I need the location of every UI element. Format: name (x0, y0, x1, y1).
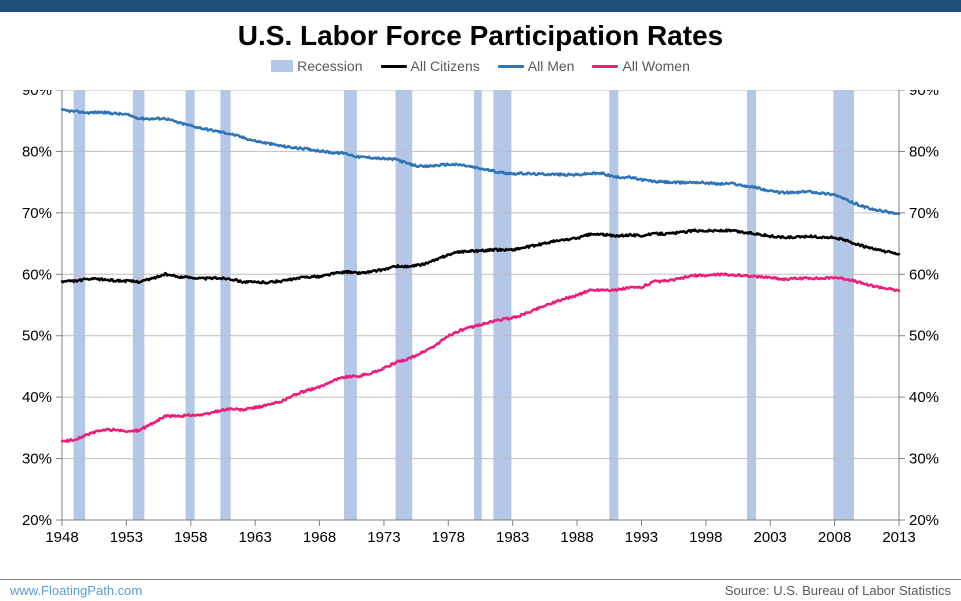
legend: Recession All Citizens All Men All Women (0, 58, 961, 74)
legend-item: All Men (498, 58, 575, 74)
svg-text:1953: 1953 (110, 529, 143, 546)
legend-swatch (498, 65, 524, 68)
svg-text:50%: 50% (909, 328, 939, 345)
legend-item: All Citizens (381, 58, 480, 74)
plot-area: 20% 20% 30% 30% 40% 40% 50% 50% 60% 60% 70% 70% 80% 8… (0, 90, 961, 560)
chart-title: U.S. Labor Force Participation Rates (0, 20, 961, 52)
svg-text:70%: 70% (909, 205, 939, 222)
footer-source: Source: U.S. Bureau of Labor Statistics (725, 583, 951, 598)
legend-swatch (271, 60, 293, 72)
svg-text:1948: 1948 (45, 529, 78, 546)
svg-text:90%: 90% (22, 90, 52, 99)
svg-text:90%: 90% (909, 90, 939, 99)
svg-text:60%: 60% (909, 266, 939, 283)
svg-text:80%: 80% (22, 143, 52, 160)
svg-text:2013: 2013 (882, 529, 915, 546)
legend-label: All Citizens (411, 58, 480, 74)
svg-text:1998: 1998 (689, 529, 722, 546)
svg-text:60%: 60% (22, 266, 52, 283)
svg-text:50%: 50% (22, 328, 52, 345)
legend-swatch (381, 65, 407, 68)
svg-text:40%: 40% (22, 389, 52, 406)
legend-label: All Men (528, 58, 575, 74)
legend-label: All Women (622, 58, 689, 74)
svg-text:2008: 2008 (818, 529, 851, 546)
svg-text:70%: 70% (22, 205, 52, 222)
svg-text:30%: 30% (22, 451, 52, 468)
svg-text:40%: 40% (909, 389, 939, 406)
legend-item: All Women (592, 58, 689, 74)
svg-text:1988: 1988 (560, 529, 593, 546)
svg-text:2003: 2003 (754, 529, 787, 546)
legend-swatch (592, 65, 618, 68)
svg-text:1958: 1958 (174, 529, 207, 546)
svg-text:1978: 1978 (432, 529, 465, 546)
footer: www.FloatingPath.com Source: U.S. Bureau… (0, 579, 961, 601)
svg-text:1963: 1963 (238, 529, 271, 546)
svg-text:80%: 80% (909, 143, 939, 160)
svg-text:1993: 1993 (625, 529, 658, 546)
svg-text:30%: 30% (909, 451, 939, 468)
chart: 20% 20% 30% 30% 40% 40% 50% 50% 60% 60% 70% 70% 80% 8… (0, 90, 961, 560)
svg-text:1983: 1983 (496, 529, 529, 546)
footer-link[interactable]: www.FloatingPath.com (10, 583, 142, 598)
legend-item: Recession (271, 58, 362, 74)
svg-text:20%: 20% (22, 512, 52, 529)
header-bar (0, 0, 961, 12)
svg-text:20%: 20% (909, 512, 939, 529)
svg-text:1973: 1973 (367, 529, 400, 546)
legend-label: Recession (297, 58, 362, 74)
svg-text:1968: 1968 (303, 529, 336, 546)
